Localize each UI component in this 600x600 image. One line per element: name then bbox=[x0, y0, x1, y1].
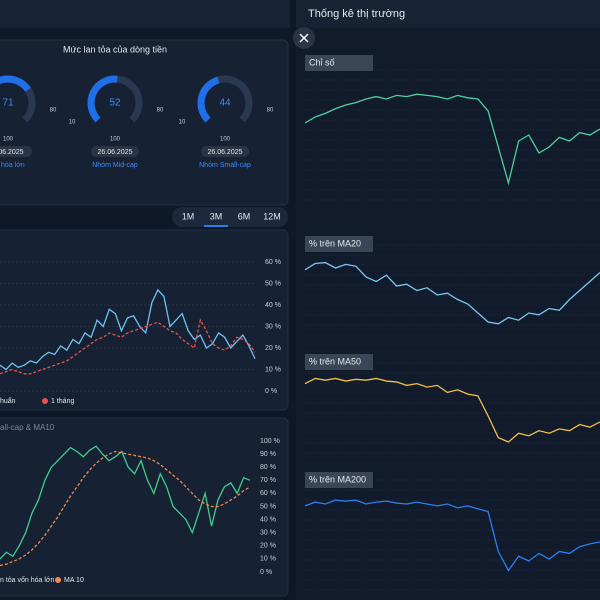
period-button[interactable]: 12M bbox=[263, 211, 281, 221]
chart-title: Chỉ số bbox=[309, 57, 335, 67]
y-tick-label: 60 % bbox=[260, 490, 276, 497]
data-line bbox=[304, 261, 600, 325]
date-pill bbox=[201, 146, 249, 157]
period-selector bbox=[172, 207, 288, 227]
data-line bbox=[0, 288, 256, 371]
data-line bbox=[304, 377, 600, 443]
gauge-fill bbox=[87, 75, 118, 123]
gauge-scale-right: 80 bbox=[267, 108, 274, 114]
header-title: Thống kê thị trường bbox=[308, 8, 405, 20]
period-button[interactable]: 1M bbox=[182, 211, 195, 221]
gauge-fill bbox=[0, 75, 31, 92]
chart-title: % trên MA20 bbox=[309, 238, 361, 248]
title-box bbox=[305, 472, 373, 488]
y-tick-label: 20 % bbox=[265, 345, 281, 352]
y-tick-label: 0 % bbox=[260, 569, 272, 576]
chart-panel bbox=[0, 229, 289, 411]
gauge-panel bbox=[0, 39, 289, 206]
legend-marker bbox=[42, 398, 48, 404]
legend-marker bbox=[55, 577, 61, 583]
gauge-value: 71 bbox=[2, 98, 14, 109]
gauge-date: 26.06.2025 bbox=[97, 149, 132, 156]
y-tick-label: 70 % bbox=[260, 477, 276, 484]
legend-label: n tỏa vốn hóa lớn bbox=[0, 575, 55, 584]
y-tick-label: 50 % bbox=[265, 280, 281, 287]
y-tick-label: 100 % bbox=[260, 438, 280, 445]
data-line bbox=[304, 499, 600, 572]
data-line bbox=[304, 93, 600, 186]
gauge-fill bbox=[197, 76, 220, 123]
gauge-scale-left: 10 bbox=[179, 120, 186, 126]
y-tick-label: 40 % bbox=[265, 302, 281, 309]
chart-panel bbox=[0, 417, 289, 597]
y-tick-label: 80 % bbox=[260, 464, 276, 471]
y-tick-label: 30 % bbox=[260, 530, 276, 537]
date-pill bbox=[0, 146, 32, 157]
y-tick-label: 50 % bbox=[260, 503, 276, 510]
y-tick-label: 60 % bbox=[265, 259, 281, 266]
gauge-value: 52 bbox=[109, 98, 121, 109]
gauge-label: ồn hóa lớn bbox=[0, 160, 25, 169]
title-box bbox=[305, 354, 373, 370]
y-tick-label: 90 % bbox=[260, 451, 276, 458]
chart-title: % trên MA200 bbox=[309, 474, 366, 484]
right-panel bbox=[296, 28, 600, 600]
data-line bbox=[0, 450, 251, 567]
data-line bbox=[0, 318, 256, 375]
chart-title: % trên MA50 bbox=[309, 356, 361, 366]
legend-label: MA 10 bbox=[64, 577, 84, 584]
title-box bbox=[305, 236, 373, 252]
date-pill bbox=[91, 146, 139, 157]
y-tick-label: 10 % bbox=[265, 366, 281, 373]
title-box bbox=[305, 55, 373, 71]
gauge-value: 44 bbox=[219, 98, 231, 109]
data-line bbox=[0, 445, 251, 560]
gauge-scale-right: 80 bbox=[157, 108, 164, 114]
gauge-date: 6.06.2025 bbox=[0, 149, 24, 156]
gauge-scale-max: 100 bbox=[110, 137, 121, 143]
gauge-scale-right: 80 bbox=[50, 108, 57, 114]
y-tick-label: 20 % bbox=[260, 543, 276, 550]
gauge-date: 26.06.2025 bbox=[207, 149, 242, 156]
y-tick-label: 10 % bbox=[260, 556, 276, 563]
y-tick-label: 0 % bbox=[265, 388, 277, 395]
right-header bbox=[296, 0, 600, 28]
gauge-label: Nhóm Small-cap bbox=[199, 162, 251, 169]
y-tick-label: 30 % bbox=[265, 323, 281, 330]
y-tick-label: 40 % bbox=[260, 516, 276, 523]
period-button[interactable]: 6M bbox=[238, 211, 251, 221]
left-header bbox=[0, 0, 290, 28]
period-button[interactable]: 3M bbox=[210, 211, 223, 221]
gauge-label: Nhóm Mid-cap bbox=[92, 162, 138, 169]
gauge-scale-max: 100 bbox=[220, 137, 231, 143]
close-icon bbox=[299, 33, 309, 43]
gauge-scale-max: 100 bbox=[3, 137, 14, 143]
legend-label: huẩn bbox=[0, 397, 16, 405]
gauge-panel-title: Mức lan tỏa của dòng tiền bbox=[63, 44, 167, 54]
chart-title: all-cap & MA10 bbox=[0, 423, 55, 432]
legend-label: 1 tháng bbox=[51, 398, 74, 405]
gauge-scale-left: 10 bbox=[69, 120, 76, 126]
